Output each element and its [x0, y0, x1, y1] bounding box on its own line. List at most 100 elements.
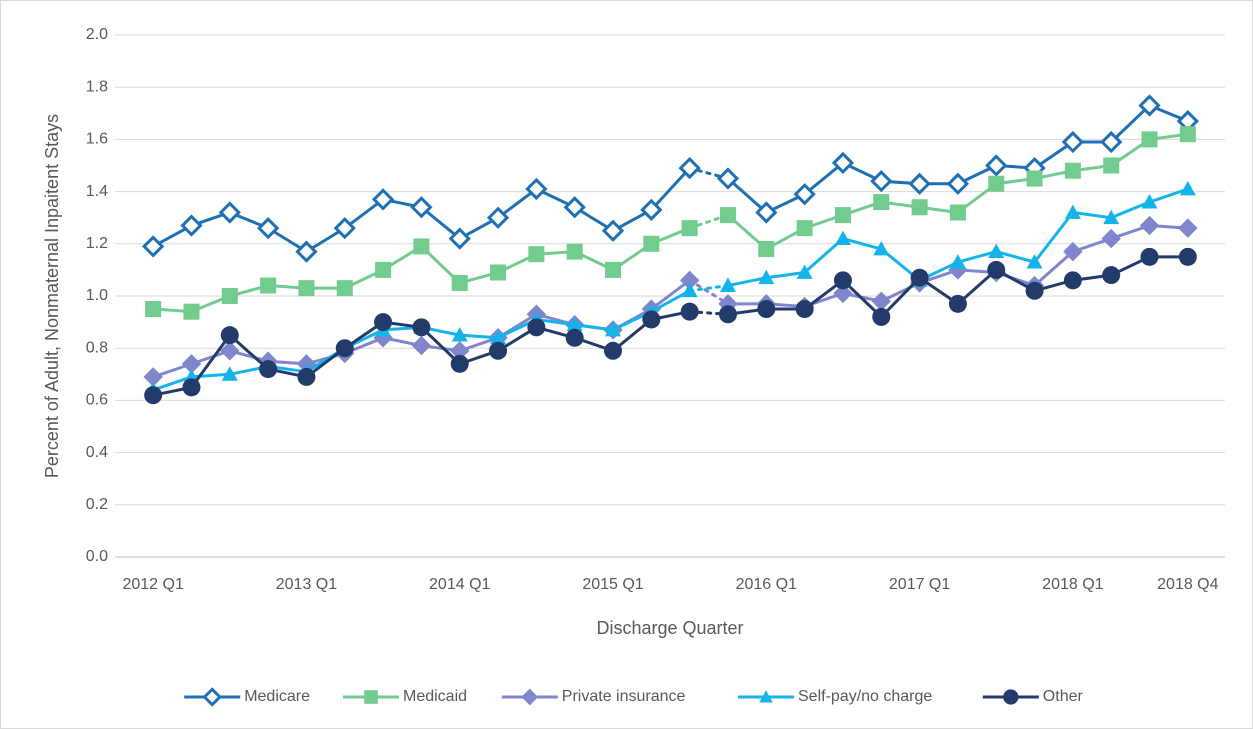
y-tick-label: 0.6	[86, 392, 108, 409]
data-point	[566, 316, 583, 332]
legend-label: Other	[1043, 688, 1084, 705]
data-point	[911, 199, 928, 216]
data-point	[335, 339, 354, 358]
data-point	[144, 386, 163, 405]
legend-marker	[521, 688, 539, 706]
data-point	[1179, 126, 1196, 143]
y-axis-title: Percent of Adult, Nonmaternal Inpaitent …	[42, 114, 62, 478]
data-point	[1101, 228, 1121, 249]
data-point	[1179, 180, 1196, 196]
data-point	[1100, 130, 1123, 154]
data-point	[758, 269, 775, 285]
data-point	[412, 318, 431, 337]
y-tick-label: 1.8	[86, 78, 108, 95]
legend-marker	[759, 690, 773, 703]
data-point	[490, 264, 507, 281]
x-tick-label: 2018 Q4	[1157, 576, 1218, 593]
data-point	[755, 201, 778, 224]
data-point	[489, 341, 508, 360]
data-point	[451, 327, 468, 342]
data-point	[833, 283, 853, 304]
data-point	[796, 264, 813, 279]
data-point	[872, 307, 891, 326]
data-point	[910, 268, 929, 287]
data-point	[528, 246, 545, 263]
x-tick-label: 2018 Q1	[1042, 576, 1103, 593]
data-point	[642, 310, 661, 329]
data-point	[1025, 281, 1044, 300]
legend-label: Medicaid	[403, 688, 467, 705]
data-point	[834, 230, 851, 245]
data-point	[643, 235, 660, 252]
data-point	[218, 201, 241, 224]
data-point	[182, 378, 201, 397]
data-point	[145, 301, 162, 318]
data-point	[259, 360, 278, 379]
data-point	[221, 366, 238, 381]
data-point	[758, 241, 775, 258]
series-connector	[688, 166, 730, 181]
y-tick-label: 2.0	[86, 26, 108, 43]
data-point	[371, 188, 395, 211]
data-point	[1178, 247, 1197, 266]
data-point	[604, 341, 623, 360]
data-point	[681, 220, 698, 237]
legend-marker	[1003, 689, 1019, 705]
data-point	[949, 204, 966, 221]
series-connector	[688, 310, 730, 316]
data-point	[563, 196, 586, 219]
series	[142, 94, 1199, 263]
data-point	[336, 280, 353, 297]
data-point	[1140, 247, 1159, 266]
legend-item: Private insurance	[501, 688, 686, 706]
data-point	[870, 170, 893, 193]
data-point	[1103, 209, 1120, 225]
data-point	[719, 277, 736, 292]
data-point	[1141, 194, 1158, 209]
data-point	[681, 282, 698, 298]
x-tick-label: 2014 Q1	[429, 576, 490, 593]
x-tick-label: 2016 Q1	[736, 576, 797, 593]
data-point	[333, 217, 356, 240]
data-point	[949, 254, 966, 269]
series	[145, 126, 1196, 320]
data-point	[1064, 204, 1081, 219]
data-point	[260, 277, 277, 294]
data-point	[297, 367, 316, 386]
data-point	[719, 207, 736, 224]
data-point	[988, 175, 1005, 192]
data-point	[793, 183, 816, 206]
y-tick-label: 1.6	[86, 131, 108, 148]
data-point	[716, 167, 740, 190]
data-point	[450, 354, 469, 373]
data-point	[833, 271, 852, 290]
data-point	[1063, 241, 1083, 262]
y-tick-label: 0.8	[86, 339, 108, 356]
data-point	[221, 288, 238, 304]
data-point	[257, 217, 280, 240]
x-tick-label: 2013 Q1	[276, 576, 337, 593]
data-point	[448, 227, 471, 250]
data-point	[527, 318, 546, 337]
y-tick-label: 0.0	[86, 548, 108, 565]
data-point	[948, 294, 967, 313]
y-tick-label: 0.4	[86, 444, 108, 461]
data-point	[375, 261, 392, 278]
legend-item: Medicaid	[343, 688, 467, 705]
data-point	[873, 241, 890, 256]
data-point	[680, 302, 699, 321]
data-point	[298, 280, 315, 297]
data-point	[374, 313, 393, 332]
data-point	[605, 321, 622, 337]
x-axis-title: Discharge Quarter	[596, 618, 743, 638]
data-point	[908, 172, 931, 195]
data-point	[605, 261, 622, 278]
data-point	[1139, 215, 1160, 236]
data-point	[525, 177, 548, 201]
data-point	[987, 260, 1006, 279]
legend-item: Other	[982, 688, 1084, 705]
data-point	[1026, 254, 1043, 269]
data-point	[601, 219, 625, 242]
data-point	[180, 214, 203, 237]
data-point	[985, 154, 1008, 177]
